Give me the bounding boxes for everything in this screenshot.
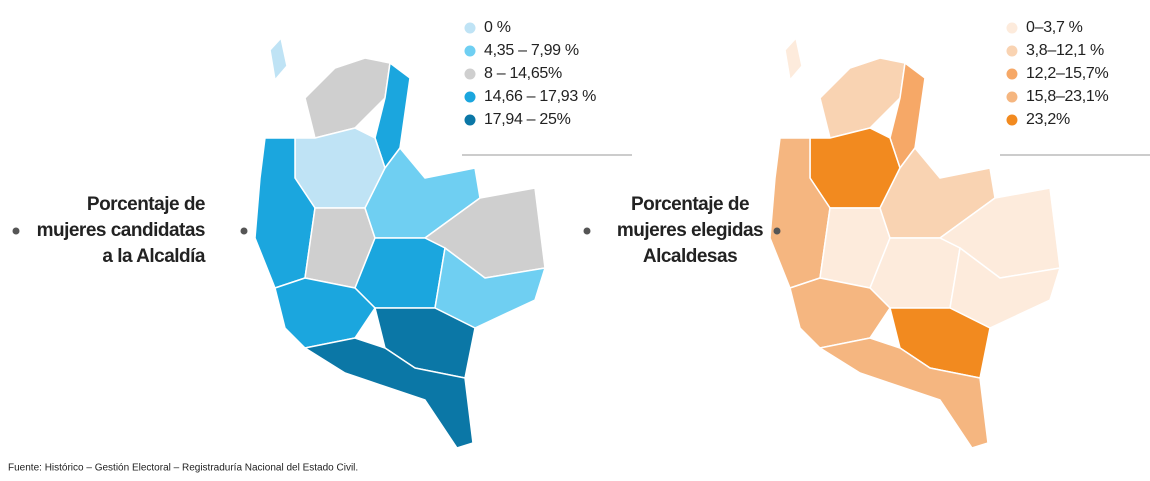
title-dot: [240, 227, 248, 235]
legend-label: 15,8–23,1%: [1026, 88, 1108, 105]
legend-label: 12,2–15,7%: [1026, 65, 1108, 82]
legend-swatch: [1006, 91, 1018, 103]
region: [784, 37, 803, 81]
legend-label: 0 %: [484, 19, 511, 36]
region: [274, 277, 376, 349]
title-dot: [583, 227, 591, 235]
region: [269, 37, 288, 81]
source: Fuente: Histórico – Gestión Electoral – …: [8, 463, 358, 474]
map-title: Alcaldesas: [643, 246, 737, 267]
map-title: mujeres elegidas: [617, 220, 763, 241]
map-title: Porcentaje de: [631, 194, 749, 215]
title-dot: [773, 227, 781, 235]
map: [769, 37, 1061, 449]
region: [789, 277, 891, 349]
map: [254, 37, 546, 449]
region: [819, 337, 989, 449]
legend-swatch: [1006, 114, 1018, 126]
legend-swatch: [464, 91, 476, 103]
legend-swatch: [1006, 68, 1018, 80]
legend-swatch: [1006, 22, 1018, 34]
title-dot: [12, 227, 20, 235]
map-title: Porcentaje de: [87, 194, 205, 215]
legend-swatch: [464, 45, 476, 57]
legend-swatch: [464, 114, 476, 126]
region: [304, 337, 474, 449]
legend-label: 14,66 – 17,93 %: [484, 88, 596, 105]
legend-label: 8 – 14,65%: [484, 65, 562, 82]
legend-label: 0–3,7 %: [1026, 19, 1083, 36]
legend-swatch: [464, 68, 476, 80]
legend-swatch: [464, 22, 476, 34]
legend-label: 3,8–12,1 %: [1026, 42, 1104, 59]
map-title: a la Alcaldía: [102, 246, 206, 267]
legend-swatch: [1006, 45, 1018, 57]
map-title: mujeres candidatas: [37, 220, 205, 241]
legend-label: 23,2%: [1026, 111, 1070, 128]
legend-label: 4,35 – 7,99 %: [484, 42, 579, 59]
legend-label: 17,94 – 25%: [484, 111, 571, 128]
